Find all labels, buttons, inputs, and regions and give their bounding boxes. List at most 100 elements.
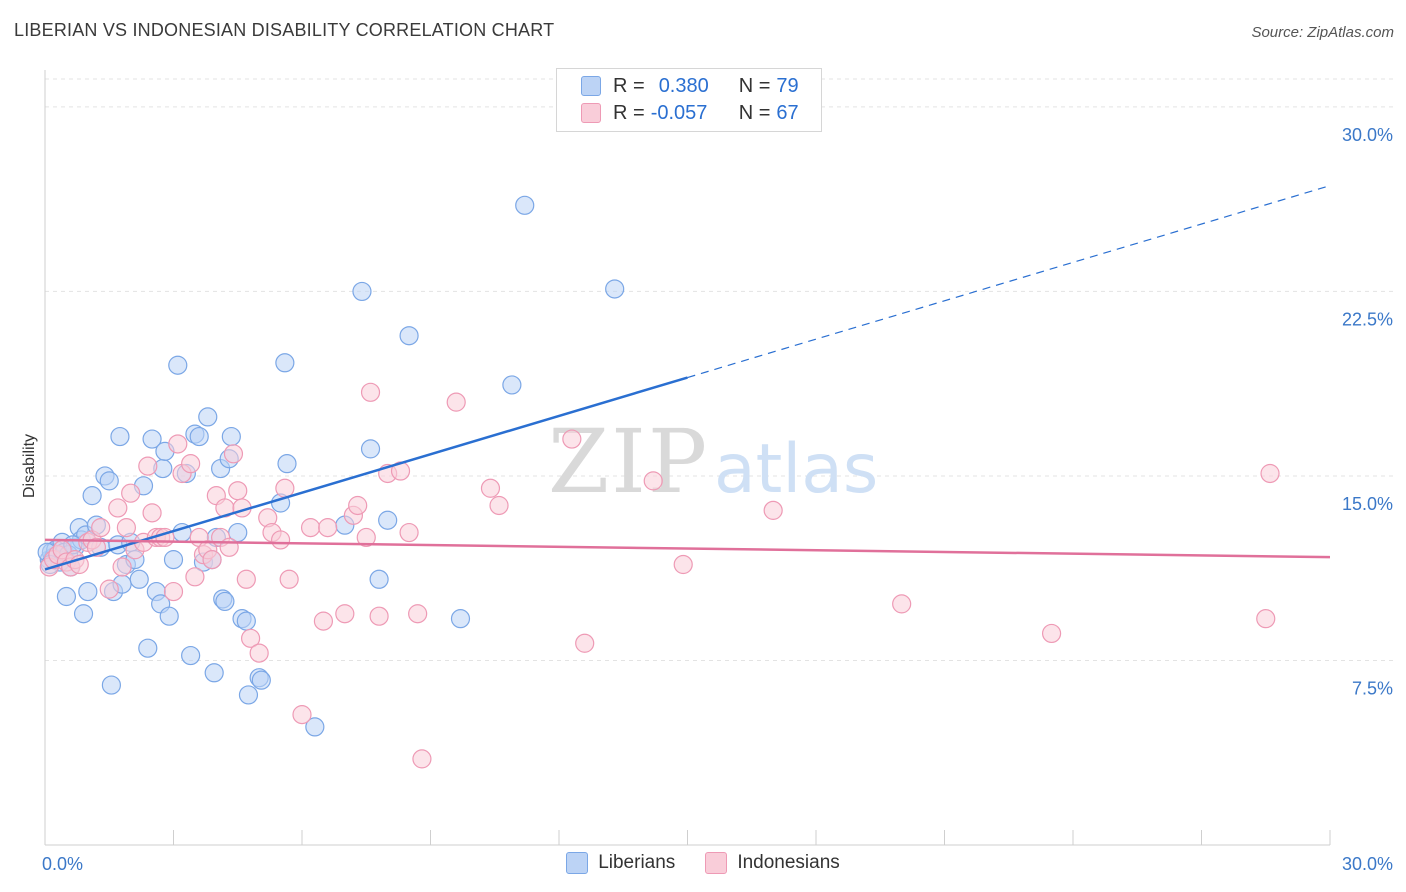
point-indonesians bbox=[412, 749, 432, 769]
point-liberians bbox=[198, 407, 218, 427]
point-indonesians bbox=[369, 606, 389, 626]
point-liberians bbox=[142, 429, 162, 449]
point-liberians bbox=[305, 717, 325, 737]
legend-swatch-liberians bbox=[581, 76, 601, 96]
legend-n-label: N = bbox=[738, 101, 771, 124]
x-tick-label: 0.0% bbox=[42, 854, 83, 874]
x-tick-label: 30.0% bbox=[1342, 854, 1393, 874]
point-liberians bbox=[236, 611, 256, 631]
point-liberians bbox=[181, 645, 201, 666]
point-liberians bbox=[275, 353, 295, 373]
legend-r-value: -0.057 bbox=[650, 101, 708, 124]
watermark-atlas: atlas bbox=[714, 430, 878, 509]
point-liberians bbox=[101, 675, 121, 695]
point-indonesians bbox=[399, 522, 419, 543]
axes bbox=[44, 70, 1331, 846]
point-indonesians bbox=[108, 498, 128, 518]
point-indonesians bbox=[181, 454, 201, 474]
point-liberians bbox=[221, 426, 241, 447]
legend-n-value: 67 bbox=[776, 101, 799, 124]
point-liberians bbox=[369, 569, 389, 589]
point-liberians bbox=[129, 569, 149, 589]
point-indonesians bbox=[236, 569, 256, 589]
point-liberians bbox=[204, 663, 224, 683]
point-liberians bbox=[73, 604, 94, 624]
point-liberians bbox=[378, 510, 398, 530]
point-liberians bbox=[502, 375, 522, 395]
y-tick-label: 7.5% bbox=[1352, 678, 1393, 698]
point-indonesians bbox=[335, 604, 355, 624]
point-liberians bbox=[189, 426, 209, 447]
point-liberians bbox=[159, 606, 179, 626]
point-indonesians bbox=[99, 579, 119, 599]
point-indonesians bbox=[348, 495, 368, 516]
series-legend: Liberians Indonesians bbox=[0, 852, 1406, 874]
point-indonesians bbox=[1041, 623, 1062, 644]
legend-row-indonesians: R = -0.057 N = 67 bbox=[581, 100, 799, 126]
point-liberians bbox=[82, 486, 102, 506]
point-indonesians bbox=[223, 444, 244, 464]
legend-r-value: 0.380 bbox=[658, 74, 709, 97]
point-liberians bbox=[605, 279, 625, 299]
point-liberians bbox=[215, 591, 235, 612]
tick-labels: 7.5% 15.0% 22.5% 30.0% 0.0% 30.0% bbox=[42, 125, 1393, 874]
point-liberians bbox=[251, 670, 271, 690]
trend-line-indonesians bbox=[44, 538, 1331, 559]
point-liberians bbox=[238, 685, 259, 705]
point-indonesians bbox=[300, 518, 321, 538]
point-indonesians bbox=[313, 611, 334, 631]
watermark: ZIP atlas bbox=[548, 410, 878, 513]
legend-swatch-indonesians bbox=[581, 103, 601, 123]
point-indonesians bbox=[1260, 463, 1280, 484]
legend-swatch-liberians bbox=[566, 852, 589, 874]
point-liberians bbox=[515, 195, 535, 215]
point-indonesians bbox=[121, 483, 141, 503]
y-tick-label: 22.5% bbox=[1342, 309, 1393, 329]
point-indonesians bbox=[228, 481, 248, 501]
point-liberians bbox=[138, 638, 158, 658]
point-liberians bbox=[277, 454, 297, 474]
point-indonesians bbox=[575, 633, 595, 653]
point-indonesians bbox=[480, 478, 501, 498]
chart-title: LIBERIAN VS INDONESIAN DISABILITY CORREL… bbox=[14, 20, 555, 40]
legend-item-indonesians: Indonesians bbox=[705, 852, 840, 874]
point-liberians bbox=[110, 426, 130, 447]
point-indonesians bbox=[292, 705, 312, 725]
legend-item-liberians: Liberians bbox=[566, 852, 675, 874]
point-liberians bbox=[360, 439, 381, 459]
point-indonesians bbox=[163, 581, 184, 602]
point-liberians bbox=[56, 586, 77, 607]
point-indonesians bbox=[1256, 609, 1276, 629]
point-indonesians bbox=[249, 643, 269, 663]
y-tick-label: 30.0% bbox=[1342, 125, 1393, 145]
point-indonesians bbox=[168, 434, 188, 454]
point-indonesians bbox=[643, 471, 663, 491]
point-liberians bbox=[352, 281, 372, 302]
point-indonesians bbox=[763, 500, 783, 520]
point-indonesians bbox=[489, 495, 509, 516]
point-indonesians bbox=[202, 550, 222, 570]
y-axis-title: Disability bbox=[21, 434, 38, 498]
point-indonesians bbox=[91, 518, 111, 538]
point-indonesians bbox=[892, 594, 912, 614]
point-liberians bbox=[450, 609, 471, 629]
point-liberians bbox=[99, 471, 119, 491]
watermark-zip: ZIP bbox=[548, 410, 709, 513]
point-indonesians bbox=[279, 569, 299, 589]
point-indonesians bbox=[318, 518, 338, 538]
legend-label-indonesians: Indonesians bbox=[737, 852, 840, 873]
point-indonesians bbox=[360, 382, 381, 402]
legend-row-liberians: R = 0.380 N = 79 bbox=[581, 73, 799, 99]
point-liberians bbox=[163, 550, 184, 570]
legend-swatch-indonesians bbox=[705, 852, 728, 874]
point-indonesians bbox=[138, 456, 158, 476]
point-indonesians bbox=[356, 527, 376, 548]
point-indonesians bbox=[270, 530, 291, 550]
legend-n-value: 79 bbox=[776, 74, 799, 97]
point-indonesians bbox=[142, 503, 162, 523]
legend-label-liberians: Liberians bbox=[598, 852, 676, 873]
point-indonesians bbox=[673, 554, 693, 575]
trend-extension-liberians bbox=[687, 185, 1331, 379]
point-liberians bbox=[399, 326, 419, 346]
point-indonesians bbox=[112, 557, 132, 577]
